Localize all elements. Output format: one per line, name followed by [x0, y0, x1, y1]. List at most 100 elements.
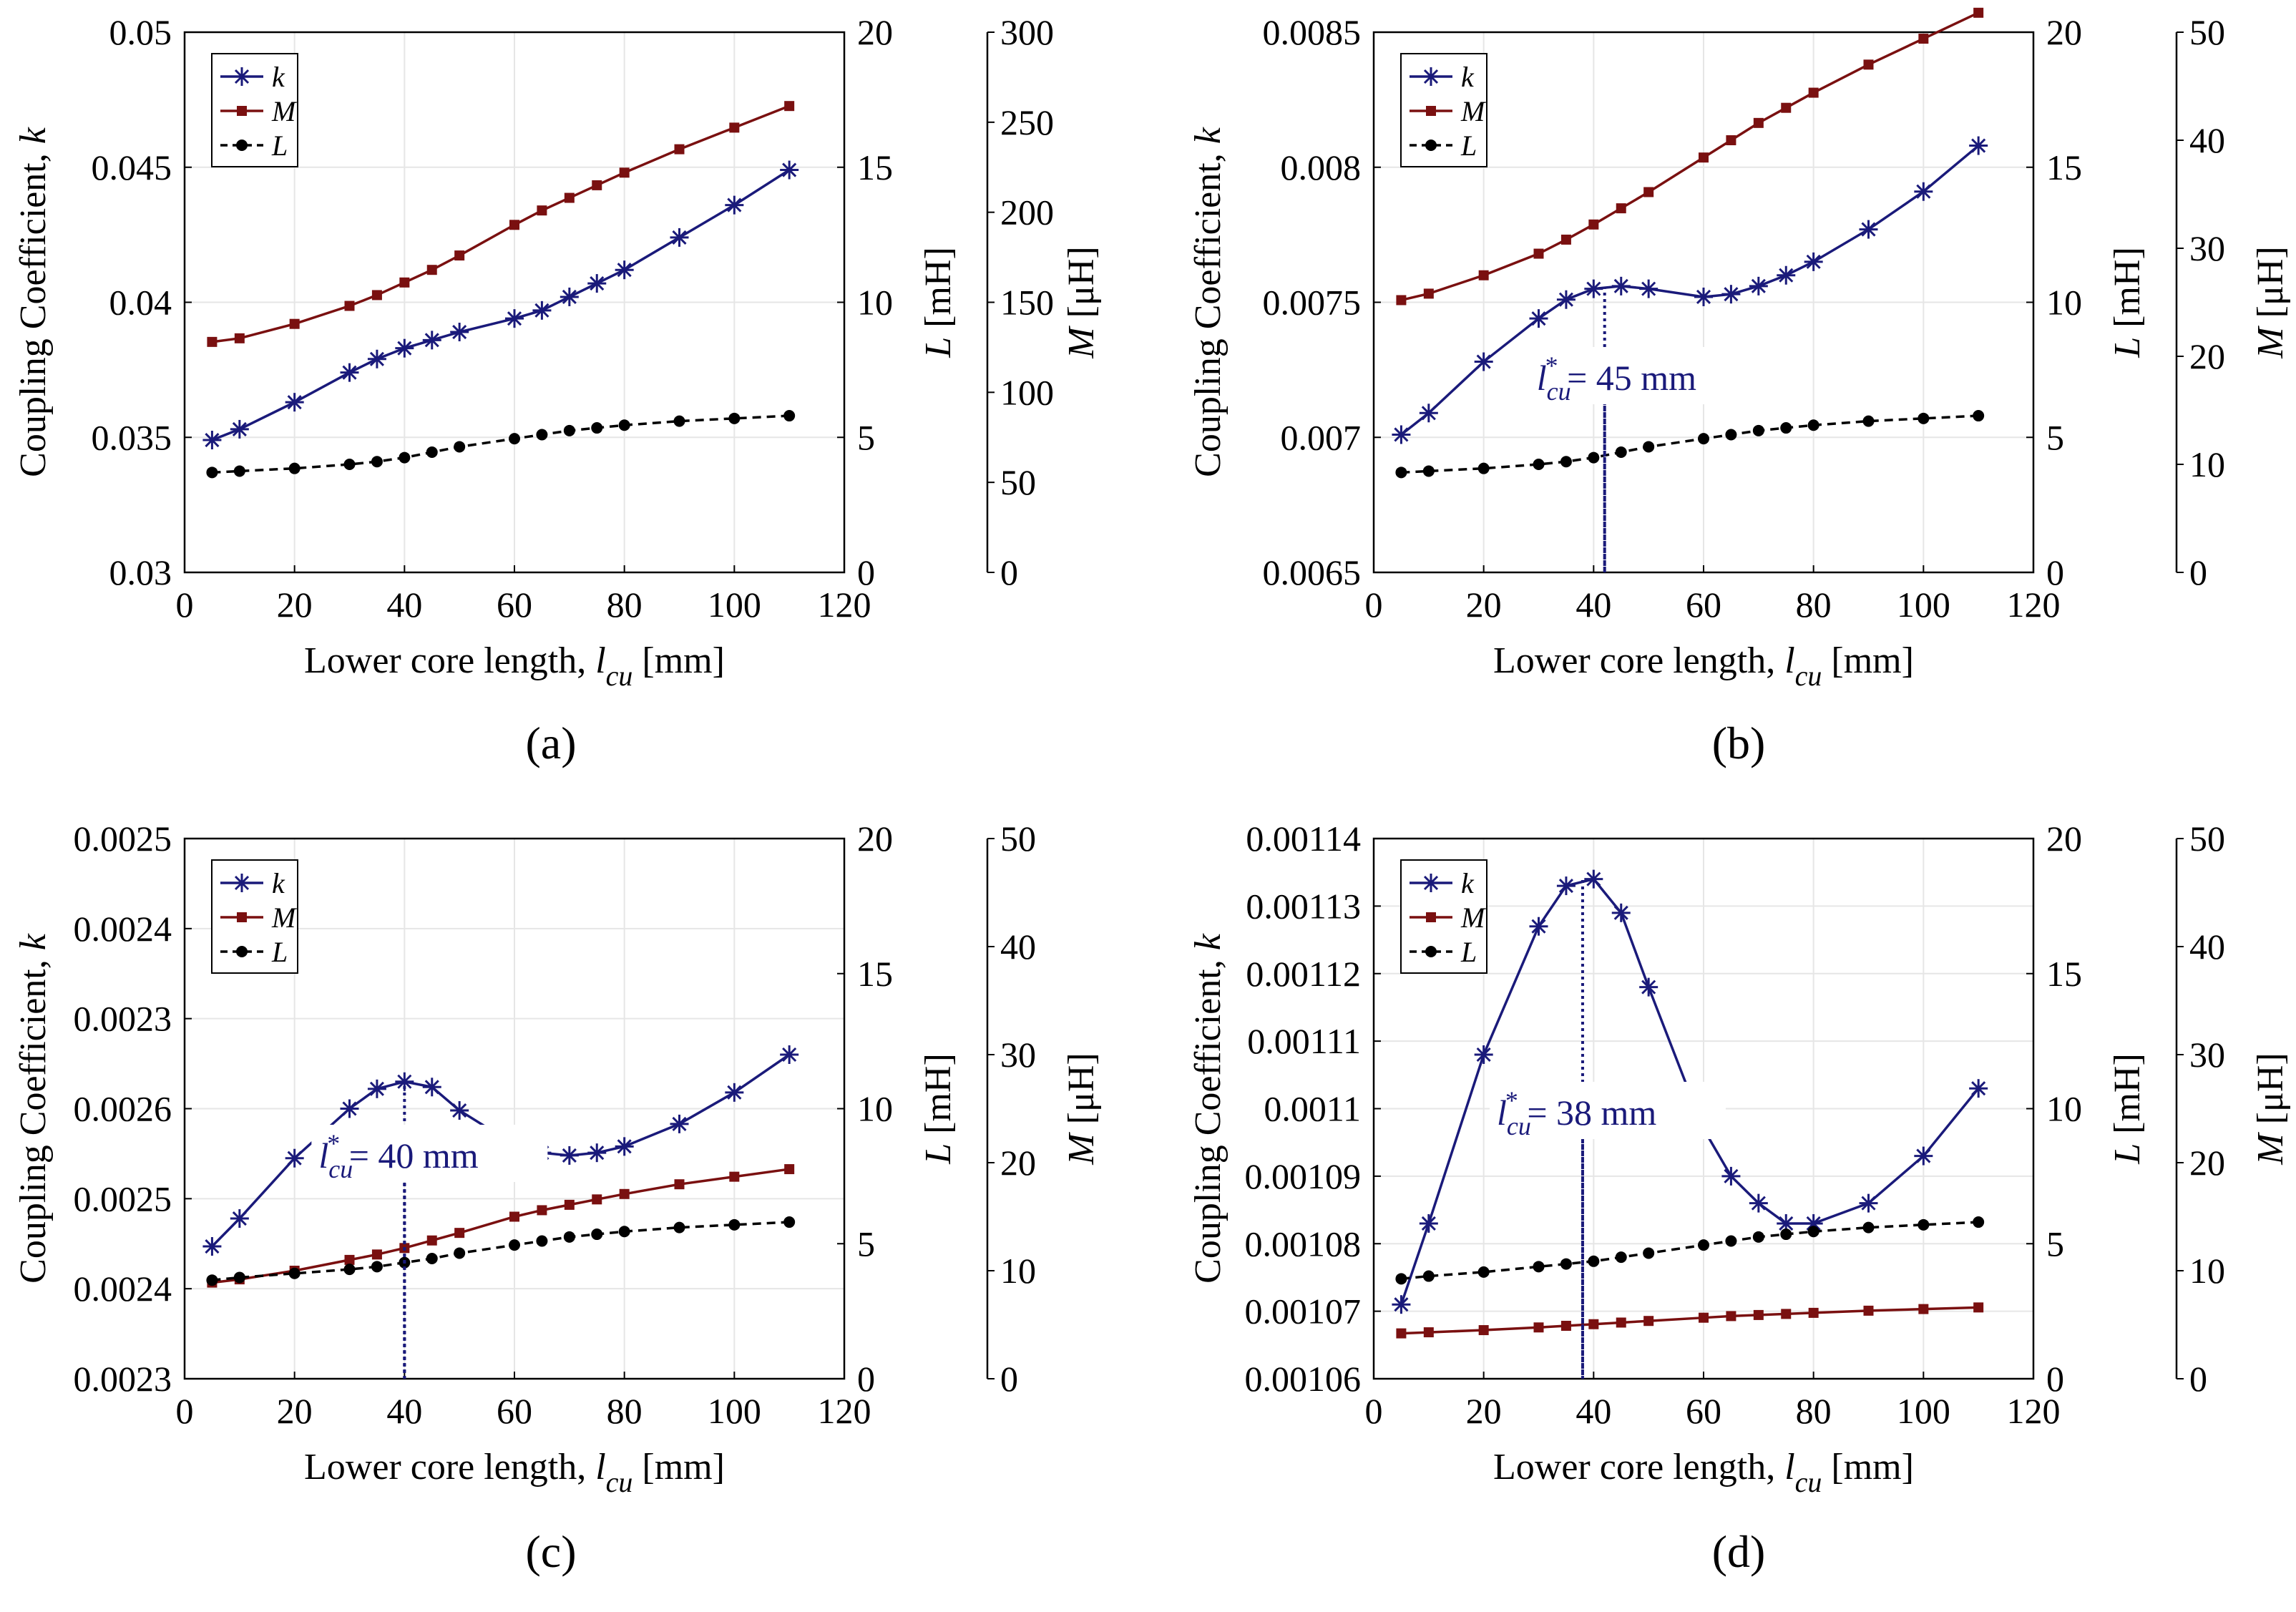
- y-tick-label: 0.0024: [74, 1269, 172, 1309]
- data-point-L: [618, 1226, 630, 1238]
- data-point-M: [1781, 1309, 1792, 1319]
- y2-tick-label: 5: [857, 1223, 875, 1264]
- x-tick-label: 80: [1796, 1391, 1832, 1431]
- data-point-k: [1531, 311, 1546, 326]
- y3-tick-label: 20: [2189, 1143, 2225, 1183]
- annotation-label: lcu* = 38 mm: [1497, 1086, 1656, 1140]
- y2-axis-label: L [mH]: [2107, 1053, 2148, 1165]
- data-point-L: [1807, 419, 1819, 431]
- data-point-k: [672, 1116, 687, 1131]
- data-point-k: [1586, 281, 1601, 296]
- data-point-k: [1724, 1168, 1739, 1183]
- x-tick-label: 0: [176, 585, 194, 625]
- data-point-M: [1918, 1304, 1929, 1314]
- legend-label-k: k: [1461, 867, 1475, 899]
- data-point-M: [1588, 1319, 1599, 1329]
- data-point-M: [344, 1254, 355, 1265]
- legend-label-k: k: [272, 61, 285, 93]
- y-tick-label: 0.0011: [1264, 1089, 1361, 1129]
- y3-tick-label: 40: [1000, 927, 1036, 967]
- data-point-L: [591, 422, 603, 434]
- data-point-k: [727, 197, 742, 213]
- data-point-L: [1477, 462, 1490, 474]
- data-point-L: [288, 462, 301, 474]
- legend-label-L: L: [1460, 936, 1477, 968]
- y-tick-label: 0.05: [109, 12, 172, 52]
- data-point-L: [233, 1271, 245, 1284]
- y-tick-label: 0.03: [109, 552, 172, 592]
- data-point-L: [1780, 1228, 1792, 1241]
- y2-tick-label: 15: [857, 954, 893, 994]
- data-point-k: [590, 1146, 605, 1161]
- y3-tick-label: 300: [1000, 12, 1054, 52]
- legend-marker-M: [237, 912, 247, 922]
- x-tick-label: 20: [277, 1391, 313, 1431]
- data-point-k: [672, 230, 687, 245]
- y2-tick-label: 0: [2046, 1359, 2064, 1399]
- x-tick-label: 80: [1796, 585, 1832, 625]
- data-point-L: [454, 441, 466, 453]
- y3-axis-label: M [μH]: [2250, 1052, 2291, 1165]
- y3-axis-label: M [μH]: [2250, 246, 2291, 358]
- data-point-k: [1394, 427, 1409, 442]
- y-tick-label: 0.00108: [1245, 1223, 1362, 1264]
- data-point-L: [1725, 1235, 1737, 1247]
- data-point-k: [369, 1081, 384, 1096]
- data-point-k: [424, 1080, 439, 1095]
- legend-marker-M: [1426, 106, 1436, 116]
- x-tick-label: 0: [1365, 1391, 1383, 1431]
- data-point-k: [1613, 905, 1628, 920]
- annotation-label: lcu* = 45 mm: [1537, 351, 1696, 406]
- data-point-M: [509, 220, 519, 230]
- data-point-L: [728, 1218, 741, 1231]
- data-point-M: [592, 1194, 602, 1205]
- legend-marker-M: [1426, 912, 1436, 922]
- data-point-M: [344, 301, 355, 311]
- data-point-M: [1478, 1325, 1489, 1336]
- data-point-L: [1533, 459, 1545, 470]
- data-point-M: [537, 1205, 547, 1216]
- y3-tick-label: 40: [2189, 927, 2225, 967]
- data-point-L: [371, 456, 383, 468]
- y-tick-label: 0.0065: [1263, 552, 1362, 592]
- legend-label-M: M: [271, 902, 298, 934]
- data-point-M: [1973, 7, 1984, 18]
- y3-tick-label: 20: [2189, 336, 2225, 376]
- annotation-bg: [311, 1125, 548, 1182]
- y2-tick-label: 0: [857, 1359, 875, 1399]
- data-point-L: [1643, 1247, 1655, 1259]
- data-point-L: [1477, 1266, 1490, 1278]
- data-point-M: [509, 1211, 519, 1222]
- data-point-L: [1588, 451, 1600, 464]
- data-point-M: [592, 180, 602, 190]
- data-point-M: [399, 277, 410, 288]
- data-point-k: [369, 351, 384, 366]
- data-point-M: [371, 1249, 382, 1260]
- annotation-bg: [1489, 1082, 1726, 1139]
- data-point-k: [1971, 138, 1986, 153]
- data-point-M: [1781, 102, 1792, 113]
- legend-label-k: k: [272, 867, 285, 899]
- data-point-L: [343, 1264, 356, 1276]
- data-point-M: [1533, 1322, 1544, 1333]
- data-point-M: [784, 101, 795, 112]
- data-point-k: [287, 1151, 302, 1166]
- data-point-k: [452, 324, 467, 340]
- data-point-M: [564, 1199, 575, 1210]
- x-tick-label: 20: [1466, 585, 1502, 625]
- chart-panel-2: 0 20 40 60 80 100 1200.00230.00240.00250.00260…: [13, 819, 1102, 1577]
- x-tick-label: 120: [818, 585, 871, 625]
- data-point-k: [342, 1101, 357, 1116]
- data-point-M: [1699, 1312, 1709, 1323]
- legend-marker-L: [1425, 946, 1437, 957]
- y-tick-label: 0.00107: [1245, 1291, 1362, 1332]
- x-tick-label: 80: [607, 585, 643, 625]
- data-point-L: [1752, 424, 1764, 436]
- data-point-L: [1780, 422, 1792, 434]
- panel-label: (d): [1712, 1526, 1766, 1577]
- series-line-M: [1401, 1306, 1979, 1335]
- annotation-label: lcu* = 40 mm: [318, 1129, 478, 1183]
- data-point-k: [617, 263, 632, 278]
- data-point-L: [618, 419, 630, 431]
